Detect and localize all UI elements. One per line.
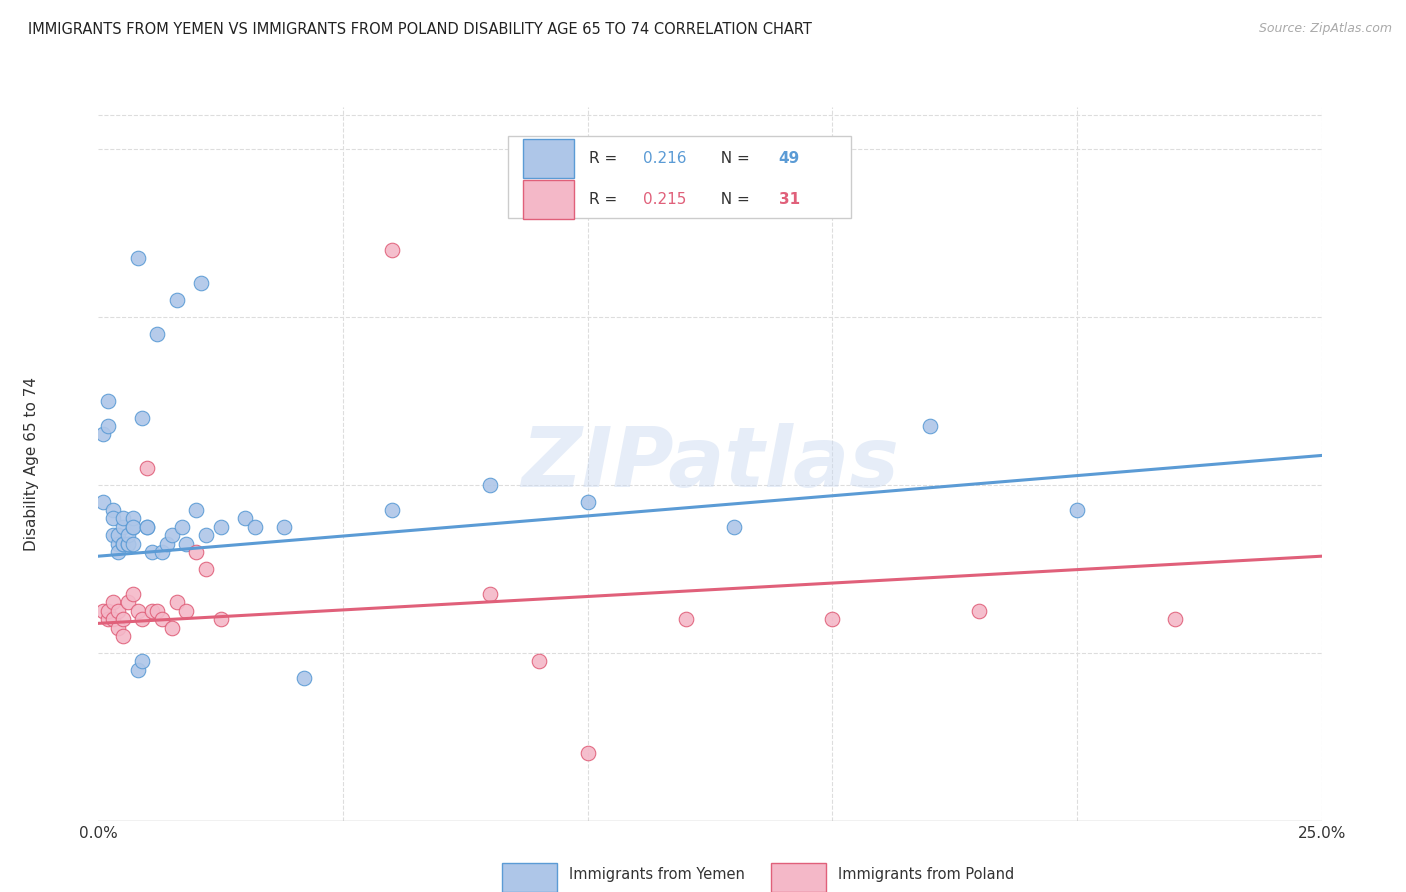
- Point: [101, 595, 124, 609]
- Point: [160, 621, 183, 635]
- Point: [121, 511, 143, 525]
- Point: [117, 528, 139, 542]
- Point: [107, 621, 129, 635]
- Point: [97, 393, 120, 408]
- Point: [111, 612, 134, 626]
- Point: [117, 536, 139, 550]
- Point: [127, 251, 149, 265]
- Point: [166, 293, 188, 307]
- Point: [186, 545, 208, 559]
- Point: [117, 595, 139, 609]
- Point: [576, 747, 599, 761]
- FancyBboxPatch shape: [508, 136, 851, 218]
- Point: [1164, 612, 1187, 626]
- Text: 49: 49: [779, 151, 800, 166]
- Point: [97, 612, 120, 626]
- Point: [150, 545, 173, 559]
- Point: [91, 427, 114, 442]
- Point: [91, 604, 114, 618]
- Point: [91, 494, 114, 508]
- Point: [675, 612, 697, 626]
- Point: [576, 494, 599, 508]
- Point: [136, 520, 159, 534]
- Point: [107, 604, 129, 618]
- Point: [146, 326, 169, 341]
- Point: [121, 520, 143, 534]
- Text: N =: N =: [711, 192, 755, 207]
- Point: [131, 654, 153, 668]
- Point: [136, 520, 159, 534]
- Point: [107, 536, 129, 550]
- Point: [117, 536, 139, 550]
- Point: [243, 520, 266, 534]
- Point: [920, 419, 942, 434]
- FancyBboxPatch shape: [523, 139, 574, 178]
- Point: [121, 587, 143, 601]
- Point: [121, 520, 143, 534]
- Point: [381, 243, 404, 257]
- Point: [127, 663, 149, 677]
- Point: [292, 671, 315, 685]
- Point: [101, 528, 124, 542]
- Point: [146, 604, 169, 618]
- Point: [821, 612, 844, 626]
- Point: [156, 536, 179, 550]
- Point: [195, 528, 218, 542]
- Point: [209, 520, 232, 534]
- Point: [967, 604, 990, 618]
- Point: [190, 277, 212, 291]
- Text: N =: N =: [711, 151, 755, 166]
- Point: [111, 536, 134, 550]
- Point: [166, 595, 188, 609]
- Point: [186, 503, 208, 517]
- Point: [1066, 503, 1088, 517]
- Point: [97, 419, 120, 434]
- Text: Immigrants from Poland: Immigrants from Poland: [838, 867, 1015, 881]
- FancyBboxPatch shape: [772, 863, 827, 892]
- Point: [209, 612, 232, 626]
- Point: [121, 536, 143, 550]
- Text: IMMIGRANTS FROM YEMEN VS IMMIGRANTS FROM POLAND DISABILITY AGE 65 TO 74 CORRELAT: IMMIGRANTS FROM YEMEN VS IMMIGRANTS FROM…: [28, 22, 813, 37]
- Point: [273, 520, 295, 534]
- Point: [195, 562, 218, 576]
- Text: R =: R =: [589, 192, 621, 207]
- Point: [101, 503, 124, 517]
- Point: [136, 461, 159, 475]
- Point: [723, 520, 745, 534]
- Point: [131, 410, 153, 425]
- Point: [111, 511, 134, 525]
- Point: [150, 612, 173, 626]
- Text: Disability Age 65 to 74: Disability Age 65 to 74: [24, 376, 38, 551]
- Point: [478, 478, 501, 492]
- Point: [101, 511, 124, 525]
- Point: [111, 536, 134, 550]
- Point: [160, 528, 183, 542]
- Point: [97, 604, 120, 618]
- Point: [141, 604, 163, 618]
- Text: R =: R =: [589, 151, 621, 166]
- Point: [131, 612, 153, 626]
- Point: [176, 604, 198, 618]
- Text: 0.215: 0.215: [643, 192, 686, 207]
- Point: [233, 511, 256, 525]
- Point: [101, 612, 124, 626]
- Point: [381, 503, 404, 517]
- FancyBboxPatch shape: [502, 863, 557, 892]
- Text: Source: ZipAtlas.com: Source: ZipAtlas.com: [1258, 22, 1392, 36]
- FancyBboxPatch shape: [523, 180, 574, 219]
- Point: [141, 545, 163, 559]
- Text: 0.216: 0.216: [643, 151, 686, 166]
- Point: [111, 520, 134, 534]
- Point: [111, 629, 134, 643]
- Text: 31: 31: [779, 192, 800, 207]
- Point: [176, 536, 198, 550]
- Point: [170, 520, 193, 534]
- Point: [527, 654, 550, 668]
- Text: ZIPatlas: ZIPatlas: [522, 424, 898, 504]
- Point: [107, 528, 129, 542]
- Point: [127, 604, 149, 618]
- Point: [107, 545, 129, 559]
- Point: [478, 587, 501, 601]
- Text: Immigrants from Yemen: Immigrants from Yemen: [569, 867, 745, 881]
